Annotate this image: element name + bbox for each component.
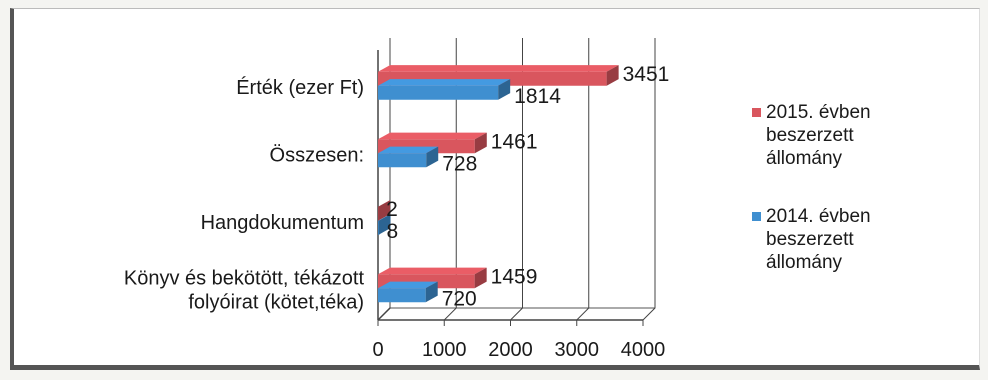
bar: [378, 146, 439, 168]
bar-end: [606, 65, 619, 86]
category-label: Könyv és bekötött, tékázott: [124, 267, 365, 289]
bar-end: [378, 214, 391, 235]
bar-front: [378, 288, 426, 303]
bar: [378, 214, 391, 235]
legend-label: 2015. évben: [766, 102, 871, 123]
category-label: Hangdokumentum: [201, 212, 364, 234]
bar-top: [378, 214, 391, 221]
bar-top: [378, 65, 619, 72]
bar-top: [378, 132, 487, 140]
bar-top: [378, 146, 439, 154]
category-label: Összesen:: [270, 144, 364, 166]
bar-end: [425, 281, 438, 303]
legend-label: állomány: [766, 148, 843, 169]
data-label: 2: [386, 198, 398, 221]
bar: [378, 200, 391, 221]
bar: [378, 65, 619, 86]
gridline: [510, 38, 523, 321]
bar-end: [498, 79, 511, 100]
gridline: [642, 38, 656, 321]
data-label: 8: [387, 220, 399, 243]
bar: [378, 281, 438, 303]
legend-swatch: [752, 108, 761, 117]
bar-top: [378, 79, 511, 86]
bar-top: [378, 281, 438, 289]
category-label: Érték (ezer Ft): [236, 76, 364, 99]
bar-top: [378, 267, 487, 275]
bars: [378, 65, 619, 303]
bar-front: [378, 85, 499, 100]
data-label: 720: [442, 287, 477, 310]
bar-front: [378, 153, 427, 168]
bar-end: [426, 146, 439, 168]
gridline: [377, 38, 391, 321]
bar-end: [378, 200, 391, 221]
data-label: 728: [442, 152, 477, 175]
legend-label: beszerzett: [766, 229, 854, 250]
x-tick-label: 4000: [621, 339, 666, 361]
data-label: 1461: [491, 130, 538, 153]
category-label: folyóirat (kötet,téka): [188, 291, 364, 313]
category-labels: Érték (ezer Ft) Összesen: Hangdokumentum Kö…: [124, 76, 365, 314]
bar-end: [474, 132, 487, 154]
gridlines: [377, 38, 656, 326]
x-tick-label: 2000: [488, 339, 533, 361]
bar-end: [474, 267, 487, 289]
legend-label: 2014. évben: [766, 206, 871, 227]
x-tick-label: 1000: [422, 339, 467, 361]
data-label: 1459: [491, 265, 538, 288]
legend-swatch: [752, 212, 761, 221]
x-tick-label: 3000: [555, 339, 600, 361]
data-label: 3451: [623, 63, 670, 86]
data-label: 1814: [514, 85, 561, 108]
data-labels: 3451 1814 1461 728 28 1459 720: [386, 63, 669, 311]
legend-label: állomány: [766, 252, 843, 273]
x-tick-label: 0: [372, 339, 383, 361]
bar-top: [378, 200, 391, 207]
bar: [378, 79, 511, 100]
x-tick-labels: 0 1000 2000 3000 4000: [372, 339, 665, 361]
legend-label: beszerzett: [766, 125, 854, 146]
gridline: [576, 38, 590, 321]
gridline: [443, 38, 457, 321]
